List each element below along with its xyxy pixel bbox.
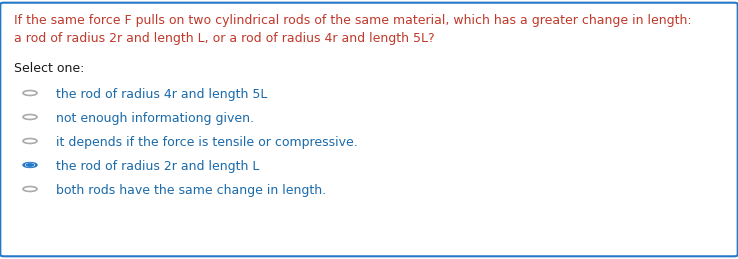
Circle shape <box>23 186 37 191</box>
Circle shape <box>27 164 33 166</box>
Circle shape <box>26 163 34 167</box>
Text: a rod of radius 2r and length L, or a rod of radius 4r and length 5L?: a rod of radius 2r and length L, or a ro… <box>14 32 435 45</box>
Text: Select one:: Select one: <box>14 62 84 75</box>
Text: not enough informationg given.: not enough informationg given. <box>56 112 254 125</box>
Text: the rod of radius 4r and length 5L: the rod of radius 4r and length 5L <box>56 88 267 101</box>
Circle shape <box>23 163 37 168</box>
Text: it depends if the force is tensile or compressive.: it depends if the force is tensile or co… <box>56 136 358 149</box>
Text: If the same force F pulls on two cylindrical rods of the same material, which ha: If the same force F pulls on two cylindr… <box>14 14 692 27</box>
Text: both rods have the same change in length.: both rods have the same change in length… <box>56 184 326 197</box>
Circle shape <box>23 91 37 96</box>
Text: the rod of radius 2r and length L: the rod of radius 2r and length L <box>56 160 259 173</box>
Circle shape <box>23 139 37 143</box>
Circle shape <box>23 114 37 119</box>
FancyBboxPatch shape <box>0 3 738 256</box>
